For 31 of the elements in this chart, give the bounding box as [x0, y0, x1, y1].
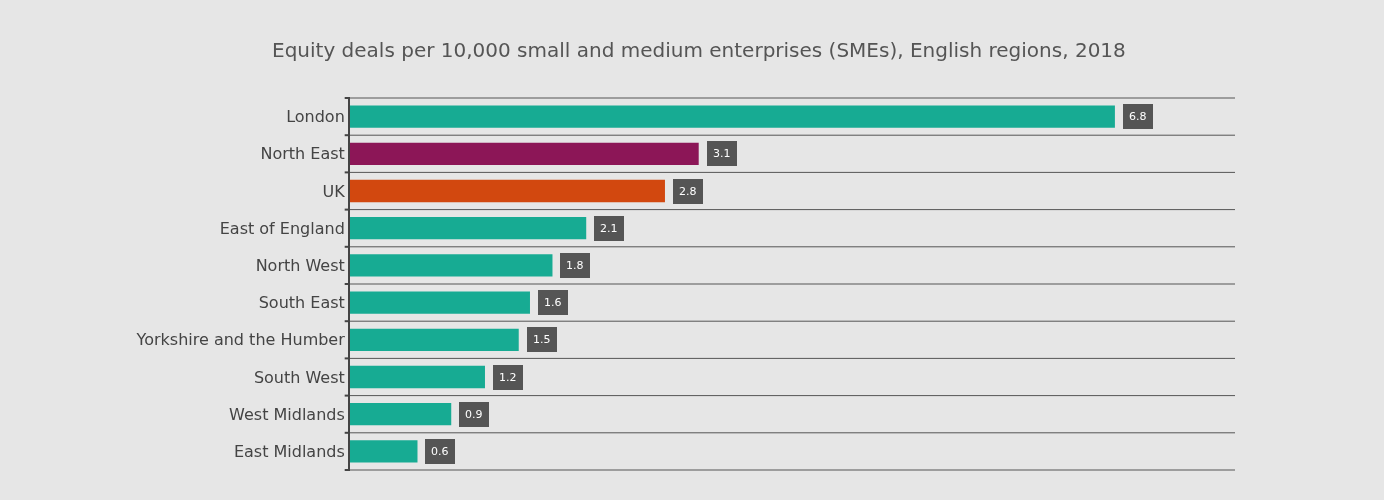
- bar: [350, 142, 699, 165]
- bar: [350, 105, 1115, 128]
- y-tick-label: UK: [322, 181, 346, 201]
- y-tick-label: South East: [258, 293, 345, 313]
- y-tick-label: London: [286, 107, 345, 127]
- y-tick-label: North East: [260, 144, 345, 164]
- bar: [350, 254, 553, 277]
- bar: [350, 217, 587, 240]
- data-label: 2.1: [600, 222, 618, 235]
- chart-title: Equity deals per 10,000 small and medium enterprises (SMEs), English regions, 2018: [272, 38, 1126, 62]
- bar: [350, 440, 418, 463]
- y-tick-label: North West: [255, 256, 345, 275]
- y-tick-label: East of England: [219, 218, 345, 238]
- data-label: 1.8: [566, 259, 584, 272]
- data-label: 1.6: [544, 296, 562, 309]
- data-label: 1.2: [499, 371, 517, 384]
- data-label: 3.1: [713, 147, 731, 160]
- y-tick-label: South West: [253, 367, 345, 387]
- data-label: 2.8: [679, 185, 697, 198]
- data-label: 0.6: [431, 445, 449, 458]
- bar: [350, 328, 519, 351]
- data-label: 0.9: [465, 408, 483, 421]
- y-tick-label: East Midlands: [233, 442, 345, 461]
- y-tick-label: Yorkshire and the Humber: [135, 330, 346, 350]
- bar: [350, 403, 452, 426]
- bar: [350, 291, 530, 314]
- y-tick-label: West Midlands: [229, 404, 345, 424]
- data-label: 6.8: [1129, 110, 1147, 123]
- bar: [350, 179, 665, 203]
- data-label: 1.5: [533, 333, 551, 346]
- bar: [350, 365, 485, 389]
